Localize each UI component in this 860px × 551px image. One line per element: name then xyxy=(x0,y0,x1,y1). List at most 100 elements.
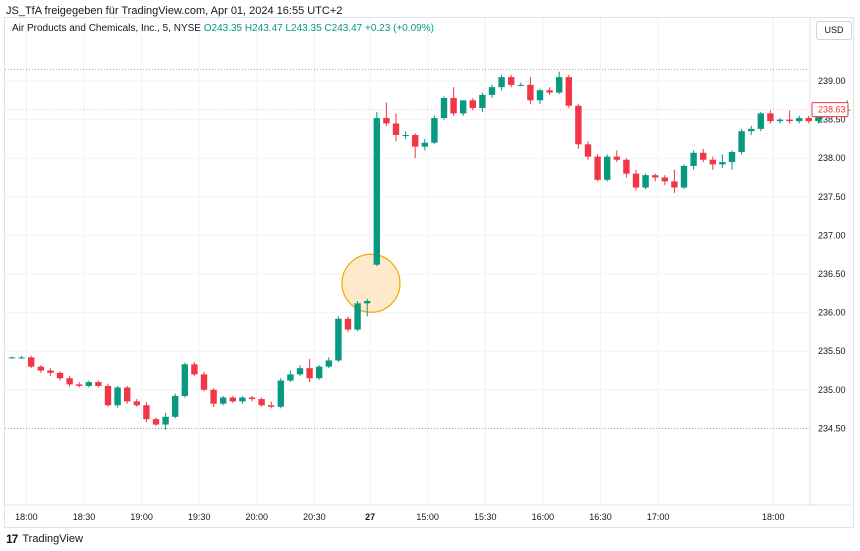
last-price-tag xyxy=(811,102,849,118)
candle-body xyxy=(325,360,332,367)
candle-body xyxy=(508,77,515,85)
candle-body xyxy=(287,374,294,381)
candle-body xyxy=(488,87,496,95)
x-tick-label: 17:00 xyxy=(647,512,670,522)
candle-body xyxy=(642,175,649,188)
publish-info: JS_TfA freigegeben für TradingView.com, … xyxy=(6,5,343,17)
candle-body xyxy=(172,395,179,417)
candle-body xyxy=(479,94,486,109)
candle-body xyxy=(546,90,553,93)
x-tick-label: 15:00 xyxy=(416,512,439,522)
candle-body xyxy=(220,397,227,404)
tradingview-logo-icon: 17 xyxy=(6,532,18,546)
candle-body xyxy=(632,173,640,188)
candle-body xyxy=(200,374,208,390)
candle-body xyxy=(18,357,25,359)
candle-body xyxy=(767,113,774,122)
last-price-label: 238.63 xyxy=(818,105,846,115)
candle-body xyxy=(431,118,438,143)
candle-body xyxy=(757,113,764,129)
candle-body xyxy=(450,97,457,114)
candle-body xyxy=(95,382,102,386)
candle-body xyxy=(37,366,44,371)
candle-body xyxy=(47,370,54,373)
candle-body xyxy=(748,128,755,132)
candle-body xyxy=(248,397,256,400)
candle-body xyxy=(66,378,73,385)
tradingview-brand: TradingView xyxy=(22,533,83,545)
x-tick-label: 15:30 xyxy=(474,512,497,522)
candle-body xyxy=(28,357,35,367)
candle-body xyxy=(815,115,822,122)
ohlc-values: O243.35 H243.47 L243.35 C243.47 +0.23 (+… xyxy=(203,23,434,34)
candle-body xyxy=(594,156,601,180)
y-tick-label: 235.50 xyxy=(818,346,846,356)
candle-body xyxy=(498,77,505,88)
candle-body xyxy=(776,119,784,122)
candle-body xyxy=(527,84,534,101)
x-tick-label: 20:30 xyxy=(303,512,326,522)
candle-body xyxy=(556,77,563,93)
candle-body xyxy=(412,135,419,147)
candle-body xyxy=(268,405,275,407)
candle-body xyxy=(805,118,812,122)
candle-body xyxy=(690,152,697,166)
candle-body xyxy=(191,364,198,375)
symbol-name: Air Products and Chemicals, Inc., 5, NYS… xyxy=(12,23,201,34)
candle-body xyxy=(738,131,745,153)
y-tick-label: 236.00 xyxy=(818,308,846,318)
candle-body xyxy=(584,144,592,157)
candle-body xyxy=(162,416,169,425)
candle-body xyxy=(728,152,736,163)
y-tick-label: 237.50 xyxy=(818,192,846,202)
x-tick-label: 18:30 xyxy=(73,512,96,522)
candle-body xyxy=(239,397,246,402)
candle-body xyxy=(719,162,726,165)
candle-body xyxy=(623,159,630,174)
x-tick-label: 18:00 xyxy=(15,512,38,522)
candle-body xyxy=(296,368,304,375)
candle-body xyxy=(85,382,92,386)
candle-body xyxy=(8,357,16,359)
candle-body xyxy=(604,156,611,180)
candle-body xyxy=(517,84,524,86)
candle-body xyxy=(364,301,371,304)
currency-button[interactable]: USD xyxy=(816,21,852,40)
candle-body xyxy=(613,156,620,160)
candle-body xyxy=(152,419,160,425)
candle-body xyxy=(114,387,121,406)
x-tick-label: 16:00 xyxy=(532,512,555,522)
candle-body xyxy=(392,123,400,136)
y-tick-label: 236.50 xyxy=(818,269,846,279)
x-tick-label: 27 xyxy=(365,512,375,522)
x-tick-label: 18:00 xyxy=(762,512,785,522)
x-tick-label: 16:30 xyxy=(589,512,612,522)
candle-body xyxy=(344,318,352,330)
x-tick-label: 19:00 xyxy=(130,512,153,522)
tradingview-footer: 17 TradingView xyxy=(6,532,83,546)
candle-body xyxy=(56,372,64,379)
candle-body xyxy=(786,119,793,122)
candle-body xyxy=(104,385,112,406)
candle-body xyxy=(565,77,572,106)
candle-body xyxy=(181,364,188,396)
candle-body xyxy=(402,135,409,137)
highlight-circle xyxy=(341,253,401,313)
candle-body xyxy=(680,165,688,188)
candle-body xyxy=(421,142,428,147)
candle-body xyxy=(277,380,284,407)
candle-body xyxy=(210,389,217,404)
x-tick-label: 20:00 xyxy=(246,512,269,522)
y-tick-label: 237.00 xyxy=(818,230,846,240)
candle-body xyxy=(440,97,448,119)
y-tick-label: 239.00 xyxy=(818,76,846,86)
candle-body xyxy=(575,105,582,145)
symbol-legend: Air Products and Chemicals, Inc., 5, NYS… xyxy=(12,23,434,34)
candle-body xyxy=(383,118,390,124)
x-tick-label: 19:30 xyxy=(188,512,211,522)
candle-body xyxy=(124,387,131,402)
candle-body xyxy=(700,152,707,160)
candle-body xyxy=(469,100,476,109)
candle-body xyxy=(229,397,236,402)
